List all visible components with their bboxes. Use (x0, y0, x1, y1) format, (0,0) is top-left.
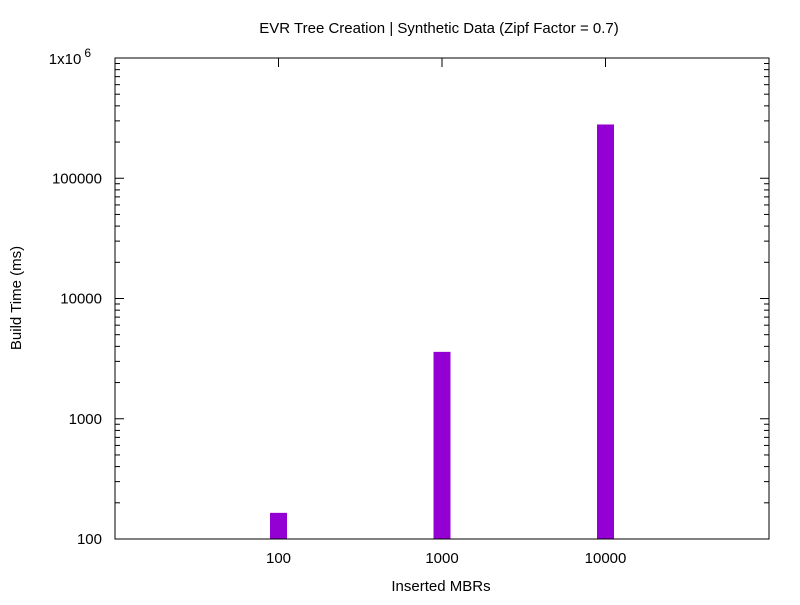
bar-1000 (433, 351, 451, 539)
y-tick-label: 10000 (60, 291, 102, 308)
y-tick-label: 1x10 6 (49, 46, 92, 68)
x-tick-label: 1000 (425, 550, 458, 567)
x-tick-label: 10000 (585, 550, 627, 567)
bar-100 (270, 512, 287, 539)
bar-10000 (597, 124, 614, 539)
bars (270, 124, 614, 539)
y-tick-label: 1000 (69, 411, 102, 428)
chart-title: EVR Tree Creation | Synthetic Data (Zipf… (259, 20, 618, 37)
tick-labels: 100 1000 10000 100000 1x10 6 100 1000 10000 (49, 46, 627, 567)
y-tick-label-exponent: 6 (84, 46, 91, 60)
x-tick-label: 100 (266, 550, 291, 567)
y-tick-label: 100000 (52, 170, 102, 187)
plot-area-border (114, 57, 770, 540)
x-axis-label: Inserted MBRs (391, 578, 490, 595)
y-tick-label: 100 (77, 531, 102, 548)
y-axis-label: Build Time (ms) (8, 246, 25, 350)
